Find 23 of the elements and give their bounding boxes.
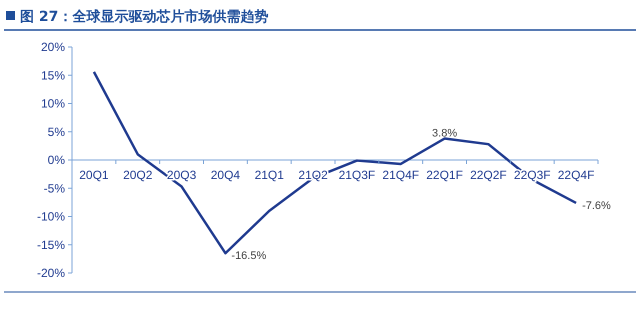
- y-tick-label: 20%: [40, 40, 66, 54]
- y-tick-label: 0%: [48, 153, 66, 167]
- y-tick-label: -20%: [36, 266, 66, 280]
- x-tick-label: 20Q1: [79, 168, 109, 182]
- y-tick-label: -5%: [44, 181, 66, 196]
- x-tick-label: 20Q3: [166, 168, 197, 182]
- x-tick-label: 21Q3F: [338, 168, 376, 182]
- data-label: 3.8%: [432, 128, 458, 140]
- chart-title: 图 27：全球显示驱动芯片市场供需趋势: [20, 8, 268, 25]
- x-tick-label: 22Q4F: [558, 168, 594, 182]
- x-tick-label: 20Q2: [123, 168, 153, 182]
- x-tick-label: 22Q1F: [426, 168, 463, 182]
- data-label: -7.6%: [582, 200, 612, 212]
- x-tick-label: 20Q4: [210, 168, 240, 182]
- y-tick-label: 15%: [40, 68, 66, 82]
- y-tick-label: -15%: [36, 238, 66, 252]
- x-tick-label: 22Q2F: [470, 168, 507, 182]
- data-label: -16.5%: [231, 250, 266, 262]
- y-tick-label: 10%: [40, 96, 66, 110]
- y-tick-label: -10%: [36, 210, 66, 224]
- x-tick-label: 21Q1: [254, 168, 284, 182]
- x-tick-label: 21Q4F: [382, 168, 420, 182]
- y-tick-label: 5%: [48, 124, 66, 139]
